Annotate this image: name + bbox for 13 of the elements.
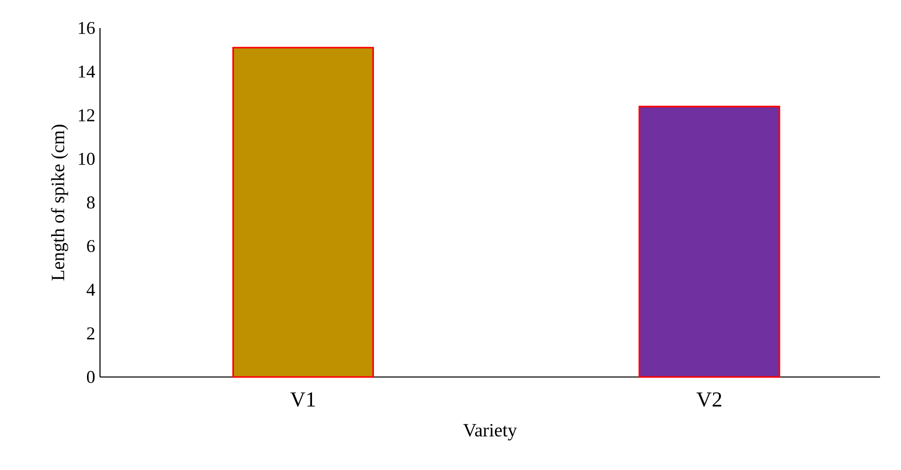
y-tick-label: 16 [78,22,95,34]
x-tick-label: V2 [696,392,722,407]
y-tick-label: 10 [78,152,95,165]
y-tick-label: 2 [87,327,94,340]
y-tick-label: 4 [86,284,96,296]
y-axis-title: Length of spike (cm) [50,124,68,280]
x-tick-label: V1 [290,392,315,407]
y-tick-label: 8 [86,196,95,209]
y-tick-label: 12 [78,109,94,122]
x-axis-title: Variety [463,424,517,440]
y-tick-label: 14 [78,66,96,78]
y-tick-label: 6 [87,240,95,252]
y-tick-label: 0 [86,370,95,384]
